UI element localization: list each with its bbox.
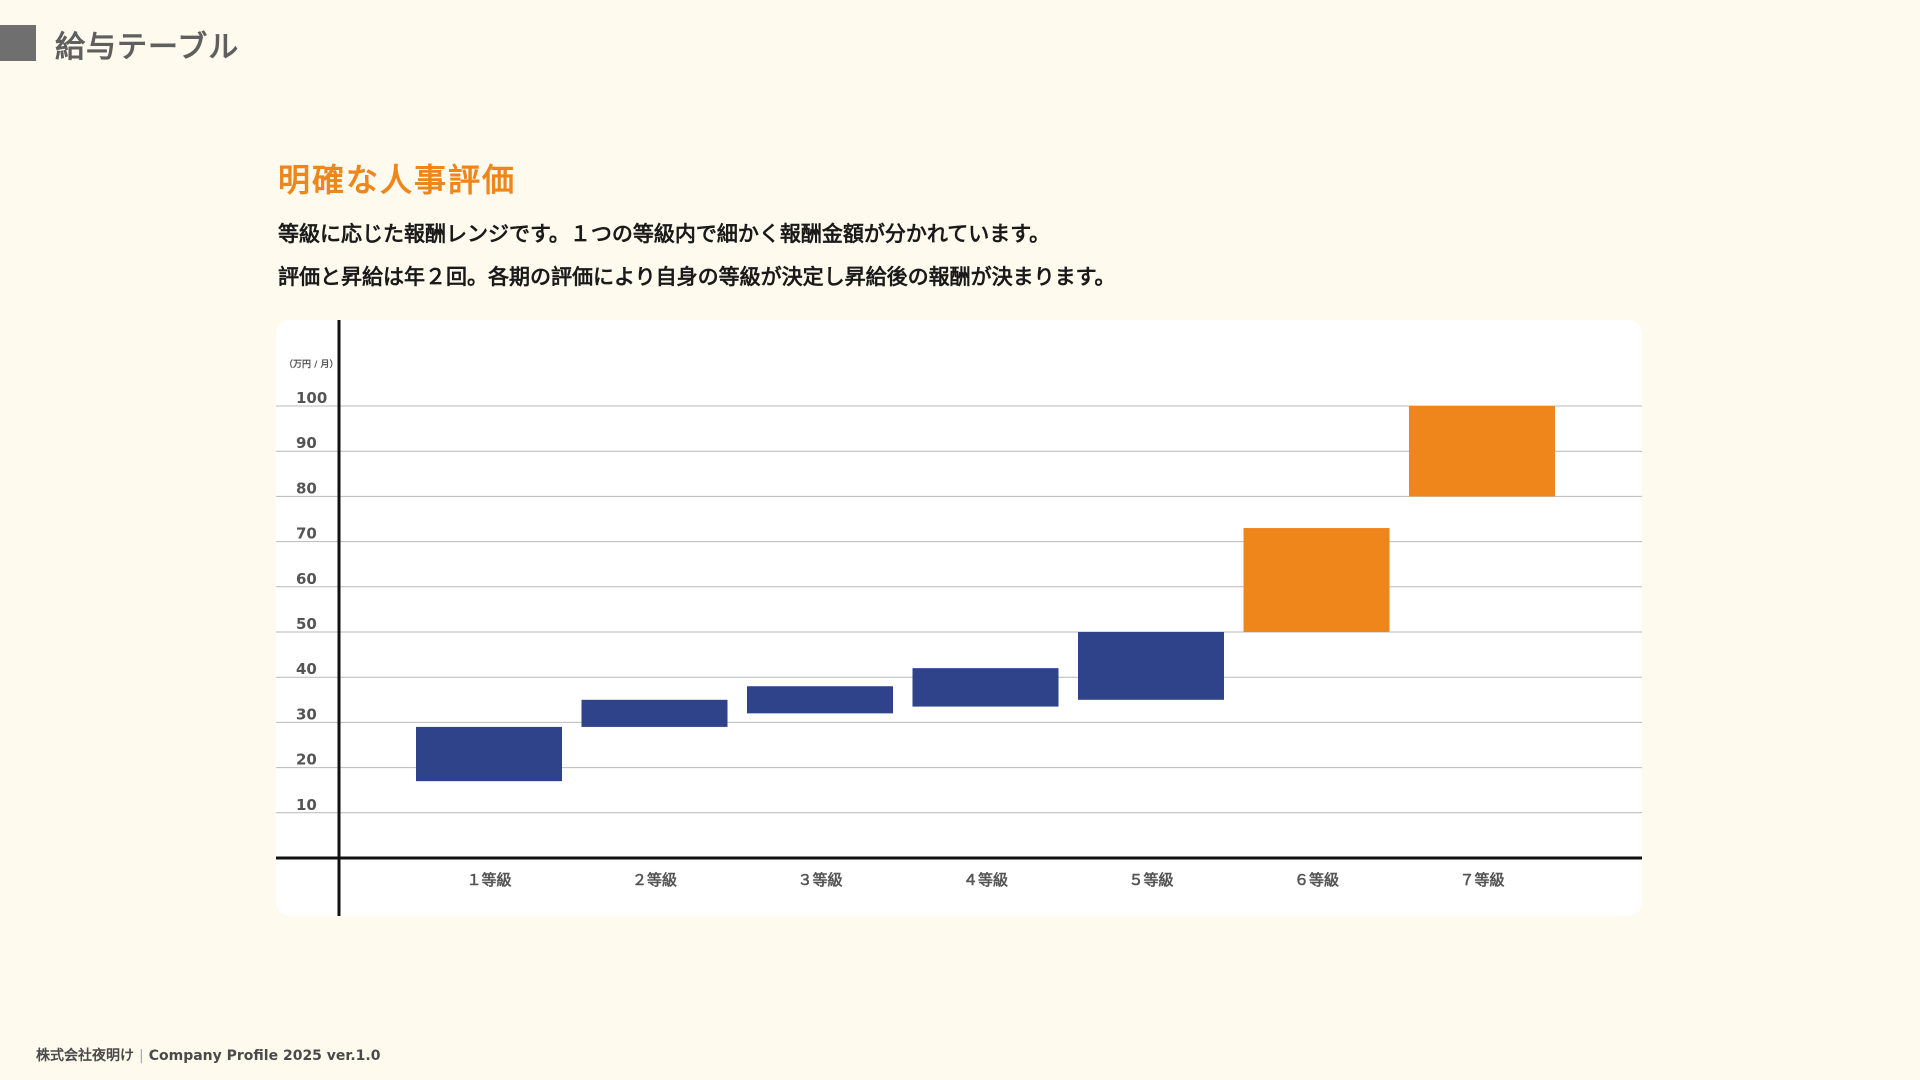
range-bar bbox=[581, 699, 728, 727]
x-tick-label: ２等級 bbox=[632, 871, 677, 889]
salary-chart: 10 20 30 40 50 60 70 80 90 100 １等級 ２等級 ３等級 ４等級 ５等級 ６等級 ７… bbox=[276, 320, 1642, 916]
range-bar bbox=[747, 686, 893, 714]
x-tick-label: ７等級 bbox=[1459, 871, 1504, 889]
x-tick-label: ４等級 bbox=[963, 871, 1008, 889]
y-tick-label: 100 bbox=[296, 389, 327, 407]
x-tick-label: １等級 bbox=[466, 871, 511, 889]
salary-chart-svg: 10 20 30 40 50 60 70 80 90 100 １等級 ２等級 ３等級 ４等級 ５等級 ６等級 ７… bbox=[276, 320, 1642, 916]
section-title: 明確な人事評価 bbox=[278, 161, 517, 199]
y-tick-label: 30 bbox=[296, 705, 317, 723]
y-tick-label: 60 bbox=[296, 570, 317, 588]
y-tick-label: 80 bbox=[296, 479, 317, 497]
y-tick-label: 10 bbox=[296, 796, 317, 814]
y-tick-label: 50 bbox=[296, 615, 317, 633]
description-line-1: 等級に応じた報酬レンジです。１つの等級内で細かく報酬金額が分かれています。 bbox=[278, 222, 1051, 246]
y-tick-label: 20 bbox=[296, 751, 317, 769]
footer: 株式会社夜明け | Company Profile 2025 ver.1.0 bbox=[36, 1045, 380, 1065]
x-tick-label: ６等級 bbox=[1294, 871, 1339, 889]
description-line-2: 評価と昇給は年２回。各期の評価により自身の等級が決定し昇給後の報酬が決まります。 bbox=[278, 265, 1116, 289]
y-tick-label: 70 bbox=[296, 525, 317, 543]
range-bar bbox=[1409, 406, 1555, 497]
range-bar bbox=[416, 726, 562, 782]
y-tick-label: 90 bbox=[296, 434, 317, 452]
header-mark bbox=[0, 25, 36, 61]
footer-company: 株式会社夜明け bbox=[36, 1048, 134, 1064]
y-tick-label: 40 bbox=[296, 660, 317, 678]
footer-separator: | bbox=[139, 1048, 144, 1064]
x-tick-label: ３等級 bbox=[797, 871, 842, 889]
page-title: 給与テーブル bbox=[55, 30, 240, 65]
range-bar bbox=[912, 668, 1059, 707]
x-tick-label: ５等級 bbox=[1128, 871, 1173, 889]
range-bar bbox=[1078, 632, 1224, 700]
range-bar bbox=[1243, 528, 1390, 632]
footer-product: Company Profile 2025 ver.1.0 bbox=[148, 1048, 381, 1064]
y-unit-label: （万円 / 月） bbox=[284, 359, 339, 370]
